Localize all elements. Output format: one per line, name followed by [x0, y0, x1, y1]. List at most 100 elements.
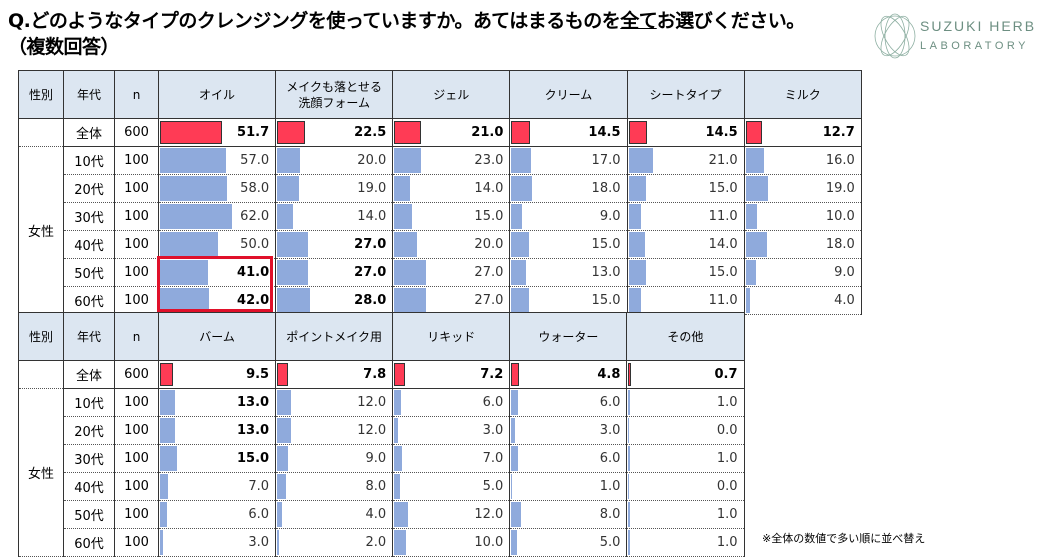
value-label: 28.0 — [354, 293, 387, 308]
value-cell: 3.0 — [392, 416, 511, 445]
value-bar — [277, 232, 309, 257]
n-cell: 100 — [114, 286, 159, 315]
value-bar — [628, 204, 642, 229]
gender-cell-empty — [18, 360, 64, 389]
value-label: 12.0 — [357, 423, 387, 438]
value-label: 1.0 — [716, 395, 738, 410]
value-label: 41.0 — [237, 265, 270, 280]
value-bar — [394, 363, 405, 386]
value-bar — [511, 502, 521, 527]
value-label: 1.0 — [716, 451, 738, 466]
value-bar — [511, 288, 529, 313]
value-label: 12.0 — [474, 507, 504, 522]
value-bar — [511, 121, 531, 144]
header-column: バーム — [157, 312, 277, 361]
value-cell: 19.0 — [275, 174, 394, 203]
value-label: 11.0 — [708, 209, 738, 224]
n-cell: 100 — [114, 500, 159, 529]
value-label: 7.0 — [248, 479, 270, 494]
age-cell: 20代 — [63, 174, 115, 203]
table-row: 女性 10代 100 13.0 12.0 6.0 6.0 1.0 — [18, 388, 745, 557]
value-cell: 17.0 — [509, 146, 628, 175]
value-label: 3.0 — [482, 423, 504, 438]
header-column: オイル — [157, 70, 277, 119]
value-label: 9.0 — [599, 209, 621, 224]
value-bar — [628, 474, 630, 499]
value-bar — [628, 390, 630, 415]
value-bar — [394, 474, 400, 499]
value-bar — [394, 148, 421, 173]
header-column: ジェル — [392, 70, 511, 119]
brand-logo: SUZUKI HERB LABORATORY — [872, 6, 1037, 66]
value-bar — [628, 363, 632, 386]
age-cell: 全体 — [63, 360, 115, 389]
value-label: 22.5 — [354, 125, 387, 140]
value-cell: 1.0 — [626, 444, 745, 473]
value-cell: 1.0 — [509, 472, 628, 501]
value-bar — [394, 121, 421, 144]
value-bar — [394, 288, 426, 313]
header-column: リキッド — [392, 312, 511, 361]
logo-line2: LABORATORY — [920, 40, 1029, 52]
value-bar — [277, 260, 309, 285]
value-bar — [160, 418, 176, 443]
value-cell: 14.0 — [275, 202, 394, 231]
value-cell: 5.0 — [509, 528, 628, 557]
value-cell: 6.0 — [392, 388, 511, 417]
value-bar — [628, 288, 642, 313]
value-bar — [277, 474, 287, 499]
value-cell: 16.0 — [743, 146, 862, 175]
value-cell: 9.0 — [275, 444, 394, 473]
value-label: 15.0 — [474, 209, 504, 224]
value-cell: 6.0 — [509, 388, 628, 417]
value-bar — [394, 418, 398, 443]
value-label: 62.0 — [240, 209, 270, 224]
value-bar — [628, 502, 630, 527]
header-column: クリーム — [509, 70, 628, 119]
header-age: 年代 — [63, 312, 115, 361]
value-cell: 6.0 — [509, 444, 628, 473]
value-cell: 22.5 — [275, 118, 394, 147]
value-cell: 27.0 — [275, 258, 394, 287]
value-bar — [394, 390, 402, 415]
value-label: 10.0 — [474, 535, 504, 550]
leaf-logo-icon — [874, 13, 916, 59]
value-bar — [160, 288, 209, 313]
value-label: 13.0 — [237, 423, 270, 438]
sort-note: ※全体の数値で多い順に並べ替え — [762, 532, 926, 545]
header-column: シートタイプ — [626, 70, 745, 119]
n-cell: 100 — [114, 258, 159, 287]
value-label: 20.0 — [357, 153, 387, 168]
value-label: 15.0 — [708, 181, 738, 196]
value-cell: 13.0 — [157, 388, 277, 417]
value-bar — [160, 474, 169, 499]
value-cell: 3.0 — [509, 416, 628, 445]
value-bar — [628, 446, 630, 471]
value-cell: 62.0 — [157, 202, 277, 231]
value-cell: 7.2 — [392, 360, 511, 389]
value-cell: 41.0 — [157, 258, 277, 287]
value-label: 8.0 — [599, 507, 621, 522]
header-n: n — [114, 70, 159, 119]
value-label: 7.8 — [363, 367, 387, 382]
value-label: 42.0 — [237, 293, 270, 308]
value-bar — [394, 204, 412, 229]
value-cell: 10.0 — [392, 528, 511, 557]
value-label: 19.0 — [357, 181, 387, 196]
value-label: 14.0 — [474, 181, 504, 196]
value-label: 14.0 — [357, 209, 387, 224]
table-row: 60代 100 42.0 28.0 27.0 15.0 11.0 4.0 — [19, 286, 862, 315]
value-bar — [160, 390, 176, 415]
value-cell: 4.0 — [275, 500, 394, 529]
value-cell: 15.0 — [392, 202, 511, 231]
value-bar — [628, 418, 630, 443]
age-cell: 10代 — [63, 146, 115, 175]
value-label: 14.5 — [588, 125, 621, 140]
n-cell: 100 — [114, 230, 159, 259]
value-bar — [277, 530, 280, 555]
value-label: 21.0 — [708, 153, 738, 168]
value-cell: 15.0 — [509, 286, 628, 315]
value-label: 9.0 — [834, 265, 855, 280]
value-cell: 4.8 — [509, 360, 628, 389]
value-label: 10.0 — [825, 209, 855, 224]
